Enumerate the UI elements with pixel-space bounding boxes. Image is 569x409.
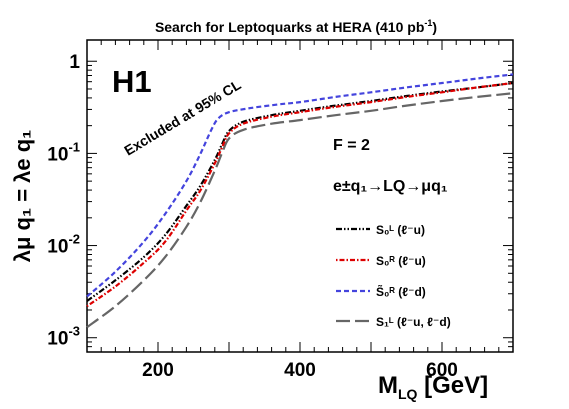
legend: S₀ᴸ (ℓ⁻u) S₀ᴿ (ℓ⁻u) S̃₀ᴿ (ℓ⁻d) S₁ᴸ (ℓ⁻u, ℓ⁻…	[336, 223, 451, 329]
legend-label-1: S₀ᴸ (ℓ⁻u)	[376, 223, 425, 237]
experiment-label: H1	[112, 64, 152, 99]
y-tick-labels: 10-3 10-2 10-1 1	[47, 52, 80, 349]
f-label: F = 2	[333, 137, 370, 154]
limit-curve-4	[86, 92, 514, 329]
limit-curves	[86, 73, 514, 329]
limit-curve-2	[86, 81, 514, 308]
y-axis-label: λμ q₁ = λe q₁	[10, 130, 35, 263]
x-tick-label: 400	[284, 360, 316, 381]
legend-label-2: S₀ᴿ (ℓ⁻u)	[376, 254, 426, 268]
y-tick-label: 10-2	[47, 232, 80, 258]
x-tick-label: 600	[426, 360, 458, 381]
legend-label-4: S₁ᴸ (ℓ⁻u, ℓ⁻d)	[376, 315, 451, 329]
limit-curve-3	[86, 73, 514, 298]
process-label: e±q₁→LQ→μq₁	[333, 178, 448, 195]
y-tick-label: 1	[69, 52, 80, 73]
axis-ticks	[86, 40, 514, 353]
chart-title: Search for Leptoquarks at HERA (410 pb-1…	[155, 18, 437, 35]
x-tick-label: 200	[142, 360, 174, 381]
x-axis-label: MLQ [GeV]	[378, 372, 488, 402]
y-tick-label: 10-1	[47, 139, 80, 165]
legend-label-3: S̃₀ᴿ (ℓ⁻d)	[376, 284, 426, 299]
y-tick-label: 10-3	[47, 324, 80, 350]
x-tick-labels: 200 400 600	[142, 360, 458, 381]
